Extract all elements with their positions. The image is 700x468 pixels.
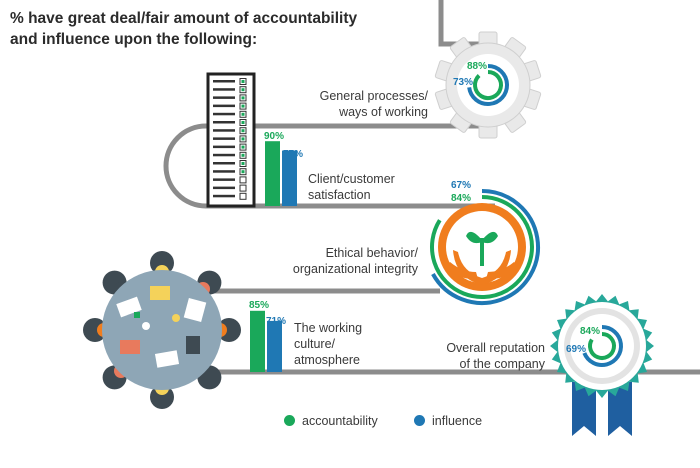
- checklist-line: [213, 186, 235, 190]
- ring-influence: [582, 325, 623, 367]
- label-client-line-2: satisfaction: [308, 188, 371, 202]
- data-label-ethical-accountability: 84%: [451, 193, 472, 204]
- checklist-line: [213, 80, 235, 83]
- checklist-tick: [241, 153, 245, 157]
- gear-icon: [434, 31, 542, 139]
- ethical-rings: [430, 189, 540, 305]
- data-label-ethical-influence: 67%: [451, 180, 472, 191]
- checklist-line: [213, 104, 235, 108]
- reputation-rings: [582, 325, 623, 367]
- checklist-box: [239, 192, 247, 200]
- label-working-culture: The working culture/ atmosphere: [294, 320, 362, 368]
- checklist-line: [213, 112, 235, 116]
- checklist-line: [213, 145, 235, 149]
- plant-in-hands-icon: [438, 203, 526, 291]
- label-culture-line-3: atmosphere: [294, 353, 361, 367]
- checklist-tick: [241, 121, 245, 124]
- checklist-line: [213, 96, 235, 99]
- bar-accountability: [265, 141, 280, 206]
- data-label-culture-accountability: 85%: [249, 300, 270, 311]
- label-client-satisfaction: Client/customer satisfaction: [308, 171, 395, 203]
- track-path: [163, 0, 700, 375]
- data-label-reputation-accountability: 84%: [580, 326, 601, 337]
- checklist-icon: [206, 72, 256, 208]
- checklist-line: [213, 121, 235, 124]
- checklist-tick: [241, 137, 245, 141]
- label-client-line-1: Client/customer: [308, 172, 395, 186]
- chart-title-line-2: and influence upon the following:: [10, 31, 258, 48]
- checklist-tick: [241, 104, 245, 108]
- client-bars: [265, 141, 297, 206]
- data-label-general-accountability: 88%: [467, 61, 488, 72]
- checklist-tick: [241, 145, 245, 149]
- data-label-client-influence: 77%: [283, 149, 304, 160]
- chart-title-line-1: % have great deal/fair amount of account…: [10, 10, 358, 27]
- meeting-table-icon: [83, 251, 241, 409]
- label-ethical-line-1: Ethical behavior/: [325, 246, 418, 260]
- checklist-tick: [241, 112, 245, 116]
- checklist-line: [213, 194, 235, 198]
- checklist-line: [213, 88, 235, 91]
- checklist-tick: [241, 170, 245, 174]
- chart-title: % have great deal/fair amount of account…: [10, 8, 430, 50]
- rosette-icon: [550, 294, 654, 436]
- checklist-line: [213, 153, 235, 157]
- bar-influence: [282, 150, 297, 206]
- label-general-line-1: General processes/: [319, 89, 428, 103]
- checklist-box: [239, 176, 247, 184]
- checklist-line: [213, 137, 235, 140]
- checklist-line: [213, 129, 235, 132]
- label-culture-line-2: culture/: [294, 337, 335, 351]
- data-label-culture-influence: 71%: [266, 316, 287, 327]
- checklist-tick: [241, 80, 245, 83]
- legend-influence-swatch: [414, 415, 425, 426]
- culture-bars: [250, 310, 282, 372]
- checklist-tick: [241, 88, 245, 92]
- label-ethical-behavior: Ethical behavior/ organizational integri…: [293, 245, 418, 277]
- ring-accountability: [430, 195, 534, 299]
- data-label-reputation-influence: 69%: [566, 344, 587, 355]
- label-reputation-line-1: Overall reputation: [446, 341, 545, 355]
- checklist-tick: [241, 96, 245, 100]
- bar-influence: [267, 320, 282, 372]
- ring-influence: [431, 189, 540, 305]
- label-ethical-line-2: organizational integrity: [292, 262, 418, 276]
- checklist-line: [213, 162, 235, 165]
- data-label-client-accountability: 90%: [264, 131, 285, 142]
- data-label-general-influence: 73%: [453, 77, 474, 88]
- checklist-line: [213, 170, 235, 173]
- legend-accountability-label: accountability: [302, 414, 378, 428]
- ring-accountability: [588, 332, 616, 360]
- ring-influence: [467, 64, 509, 106]
- ring-accountability: [473, 70, 503, 100]
- general-rings: [467, 64, 509, 106]
- checklist-tick: [241, 129, 245, 133]
- checklist-tick: [241, 162, 245, 165]
- label-reputation-line-2: of the company: [459, 357, 545, 371]
- legend-influence-label: influence: [432, 414, 483, 428]
- legend-accountability-swatch: [284, 415, 295, 426]
- checklist-box: [239, 184, 247, 192]
- label-overall-reputation: Overall reputation of the company: [446, 340, 545, 372]
- label-general-line-2: ways of working: [339, 105, 428, 119]
- label-culture-line-1: The working: [294, 321, 363, 335]
- checklist-line: [213, 178, 235, 181]
- label-general-processes: General processes/ ways of working: [320, 88, 428, 120]
- bar-accountability: [250, 310, 265, 372]
